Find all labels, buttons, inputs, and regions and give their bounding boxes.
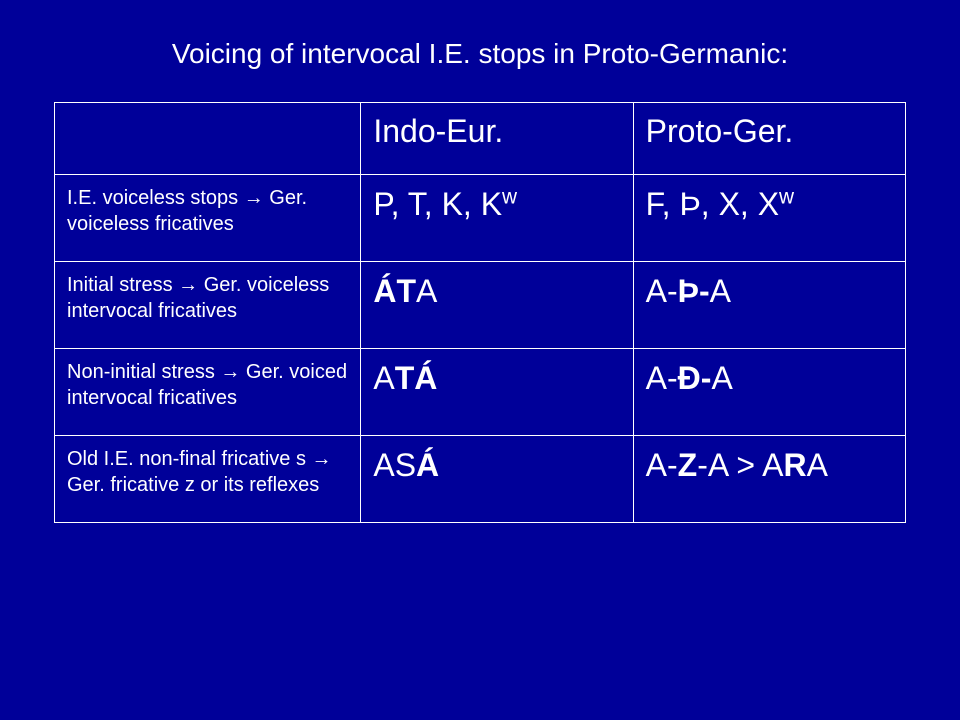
linguistics-table: Indo-Eur. Proto-Ger. I.E. voiceless stop…	[54, 102, 906, 523]
row-pg: A-Z-A > ARA	[633, 436, 905, 523]
row-ie: ASÁ	[361, 436, 633, 523]
row-desc: Initial stress → Ger. voiceless intervoc…	[55, 262, 361, 349]
row-desc: Non-initial stress → Ger. voiced intervo…	[55, 349, 361, 436]
row-ie: ÁTA	[361, 262, 633, 349]
header-cell-proto-ger: Proto-Ger.	[633, 103, 905, 175]
row-pg: F, Þ, X, Xw	[633, 175, 905, 262]
table-row: Non-initial stress → Ger. voiced intervo…	[55, 349, 906, 436]
header-cell-indo-eur: Indo-Eur.	[361, 103, 633, 175]
row-pg: A-Đ-A	[633, 349, 905, 436]
table-row: Initial stress → Ger. voiceless intervoc…	[55, 262, 906, 349]
row-desc: I.E. voiceless stops → Ger. voiceless fr…	[55, 175, 361, 262]
header-cell-empty	[55, 103, 361, 175]
row-pg: A-Þ-A	[633, 262, 905, 349]
table-header-row: Indo-Eur. Proto-Ger.	[55, 103, 906, 175]
row-ie: P, T, K, Kw	[361, 175, 633, 262]
slide: Voicing of intervocal I.E. stops in Prot…	[0, 0, 960, 720]
table-row: I.E. voiceless stops → Ger. voiceless fr…	[55, 175, 906, 262]
row-desc: Old I.E. non-final fricative s → Ger. fr…	[55, 436, 361, 523]
table-row: Old I.E. non-final fricative s → Ger. fr…	[55, 436, 906, 523]
slide-title: Voicing of intervocal I.E. stops in Prot…	[54, 36, 906, 72]
row-ie: ATÁ	[361, 349, 633, 436]
